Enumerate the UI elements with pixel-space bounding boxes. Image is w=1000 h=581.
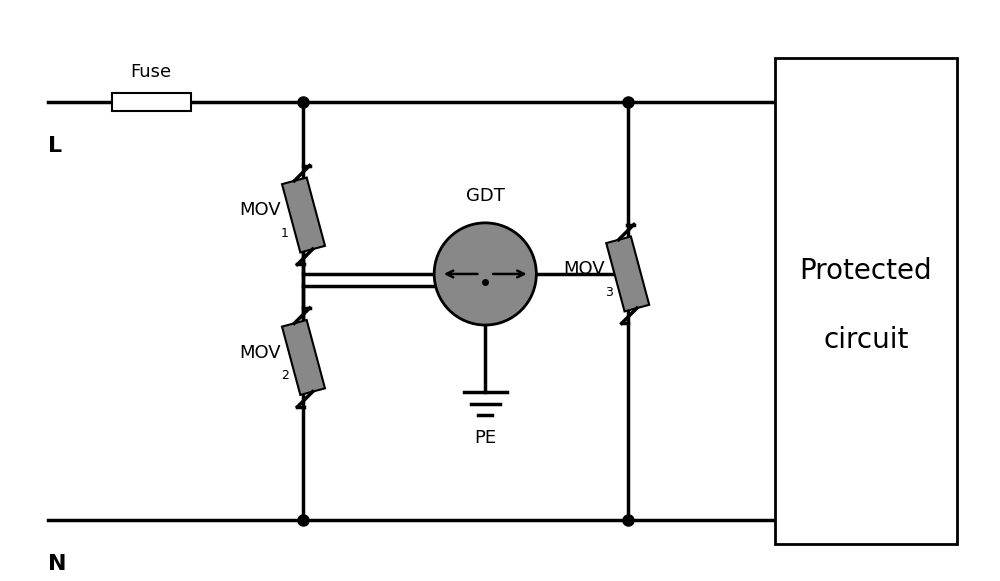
Text: MOV: MOV — [239, 343, 281, 361]
Circle shape — [434, 223, 536, 325]
Text: PE: PE — [474, 429, 496, 447]
Text: 3: 3 — [605, 286, 613, 299]
Polygon shape — [282, 320, 325, 395]
Text: 1: 1 — [281, 227, 289, 240]
Bar — [775, 58, 957, 544]
Text: Fuse: Fuse — [131, 63, 172, 81]
Text: MOV: MOV — [239, 201, 281, 219]
Text: MOV: MOV — [564, 260, 605, 278]
Bar — [112, 93, 191, 111]
Text: Protected: Protected — [800, 257, 932, 285]
Polygon shape — [606, 236, 649, 311]
Text: 2: 2 — [281, 370, 289, 382]
Polygon shape — [282, 178, 325, 253]
Text: L: L — [48, 137, 62, 156]
Text: GDT: GDT — [466, 187, 505, 205]
Text: N: N — [48, 554, 67, 574]
Text: circuit: circuit — [823, 327, 909, 354]
